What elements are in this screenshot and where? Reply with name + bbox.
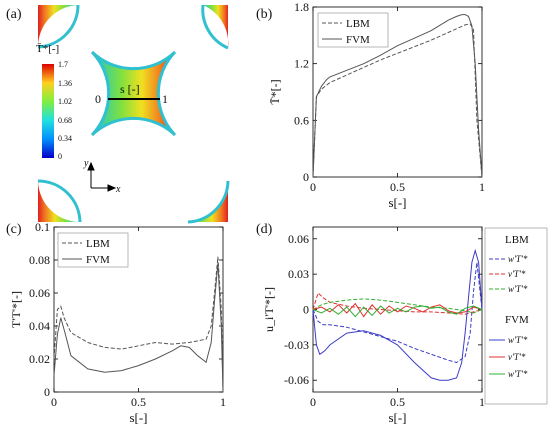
panel-b-chart: (b) 0 0.5 1 0 0.6 1.2 1.8 s[-] T̄*[-] LBM FVM bbox=[256, 0, 485, 210]
legend-label-lbm: LBM bbox=[346, 18, 370, 30]
colorbar-tick: 0 bbox=[58, 152, 62, 161]
colorbar-title: T̄*[-] bbox=[36, 43, 59, 55]
series-line-0 bbox=[312, 262, 483, 364]
y-tick-label: 1.8 bbox=[294, 0, 309, 14]
grain-outlines bbox=[37, 4, 230, 224]
panel-a-label: (a) bbox=[6, 7, 22, 22]
s-line-label: s [-] bbox=[120, 82, 140, 96]
chart-d-legend: LBM w'T'* v'T'* w'T'* FVM w'T'* v'T'* w'… bbox=[484, 227, 548, 405]
colorbar-tick: 1.7 bbox=[58, 60, 68, 69]
y-tick-label: -0.06 bbox=[284, 373, 309, 387]
x-tick-label: 1 bbox=[220, 395, 226, 409]
colorbar-tick: 0.68 bbox=[58, 116, 72, 125]
y-tick-label: 1.2 bbox=[294, 57, 309, 71]
chart-b: 0 0.5 1 0 0.6 1.2 1.8 s[-] T̄*[-] bbox=[268, 0, 485, 210]
chart-b-legend: LBM FVM bbox=[317, 12, 389, 48]
colorbar-tick: 0.34 bbox=[58, 134, 72, 143]
y-tick-label: 0.06 bbox=[29, 286, 50, 300]
series-line-0 bbox=[312, 23, 483, 178]
panel-c-chart: (c) 0 0.5 1 0 0.02 0.04 0.06 0.08 0.1 s[-] T'T'*[-… bbox=[6, 220, 226, 425]
colorbar-tick: 1.02 bbox=[58, 97, 72, 106]
y-tick-label: 0.06 bbox=[288, 232, 309, 246]
series-line-1 bbox=[53, 263, 224, 393]
legend-item-lbm-v: v'T'* bbox=[508, 269, 526, 279]
colorbar-ticks: 1.7 1.36 1.02 0.68 0.34 0 bbox=[58, 60, 72, 161]
y-tick-label: 0.6 bbox=[294, 113, 309, 127]
s-line-start: 0 bbox=[95, 92, 101, 106]
panel-d-label: (d) bbox=[256, 222, 273, 237]
series-line-4 bbox=[312, 302, 483, 318]
x-axis-label: s[-] bbox=[388, 195, 406, 210]
series-line-2 bbox=[312, 298, 483, 314]
axis-y-label: y bbox=[83, 158, 89, 169]
x-tick-label: 0 bbox=[51, 395, 57, 409]
y-axis-label: T'T'*[-] bbox=[9, 291, 23, 328]
series-line-1 bbox=[312, 292, 483, 315]
legend-item-fvm-w: w'T'* bbox=[508, 335, 528, 345]
x-tick-label: 1 bbox=[479, 395, 485, 409]
x-tick-label: 0 bbox=[310, 395, 316, 409]
corner-region-bottom-right bbox=[188, 181, 228, 222]
legend-item-fvm-w2: w'T'* bbox=[508, 369, 528, 379]
chart-d: 0 0.5 1 -0.06 -0.03 0 0.03 0.06 s[-] u_i'T'*[-] bbox=[262, 226, 485, 425]
corner-region-top-right bbox=[203, 5, 229, 48]
x-tick-label: 0.5 bbox=[390, 180, 405, 194]
y-tick-label: 0.03 bbox=[288, 267, 309, 281]
x-tick-label: 0.5 bbox=[390, 395, 405, 409]
y-axis-label: T̄*[-] bbox=[268, 79, 282, 104]
y-tick-label: 0.04 bbox=[29, 319, 50, 333]
x-tick-label: 1 bbox=[479, 180, 485, 194]
colorbar-tick: 1.36 bbox=[58, 79, 72, 88]
colorbar bbox=[42, 64, 54, 158]
panel-a-temperature-field: (a) T̄*[-] 1.7 1.36 1.02 0.68 0.34 0 s [… bbox=[6, 4, 230, 224]
series-line-5 bbox=[312, 305, 483, 318]
legend-label-fvm: FVM bbox=[346, 34, 370, 46]
panel-d-chart: (d) 0 0.5 1 -0.06 -0.03 0 0.03 0.06 s[-] u_i'T'*[… bbox=[256, 222, 548, 425]
legend-item-lbm-w2: w'T'* bbox=[508, 284, 528, 294]
center-region bbox=[92, 52, 175, 135]
corner-region-top-left bbox=[37, 5, 78, 47]
legend-item-lbm-w: w'T'* bbox=[508, 254, 528, 264]
series-line-1 bbox=[312, 14, 483, 178]
axis-x-label: x bbox=[115, 184, 121, 195]
legend-group-lbm: LBM bbox=[505, 234, 529, 246]
axis-indicator bbox=[87, 161, 117, 192]
s-line-end: 1 bbox=[162, 92, 168, 106]
y-tick-label: 0 bbox=[303, 170, 309, 184]
x-axis-label: s[-] bbox=[129, 410, 147, 425]
x-axis-label: s[-] bbox=[388, 410, 406, 425]
panel-c-label: (c) bbox=[6, 222, 22, 237]
series-line-3 bbox=[312, 248, 483, 381]
y-axis-label: u_i'T'*[-] bbox=[262, 287, 276, 332]
corner-region-bottom-left bbox=[38, 181, 80, 223]
legend-label-lbm: LBM bbox=[86, 238, 110, 250]
legend-label-fvm: FVM bbox=[86, 254, 110, 266]
y-tick-label: 0 bbox=[44, 385, 50, 399]
y-tick-label: 0.1 bbox=[35, 220, 50, 234]
series-line-0 bbox=[53, 256, 224, 393]
y-tick-label: 0 bbox=[303, 303, 309, 317]
chart-c-legend: LBM FVM bbox=[57, 232, 129, 268]
legend-item-fvm-v: v'T'* bbox=[508, 352, 526, 362]
legend-group-fvm: FVM bbox=[505, 314, 529, 326]
y-tick-label: 0.02 bbox=[29, 352, 50, 366]
x-tick-label: 0 bbox=[310, 180, 316, 194]
panel-b-label: (b) bbox=[256, 7, 273, 22]
x-tick-label: 0.5 bbox=[131, 395, 146, 409]
chart-c: 0 0.5 1 0 0.02 0.04 0.06 0.08 0.1 s[-] T'T'*[-] bbox=[9, 220, 226, 425]
y-tick-label: 0.08 bbox=[29, 253, 50, 267]
y-tick-label: -0.03 bbox=[284, 338, 309, 352]
